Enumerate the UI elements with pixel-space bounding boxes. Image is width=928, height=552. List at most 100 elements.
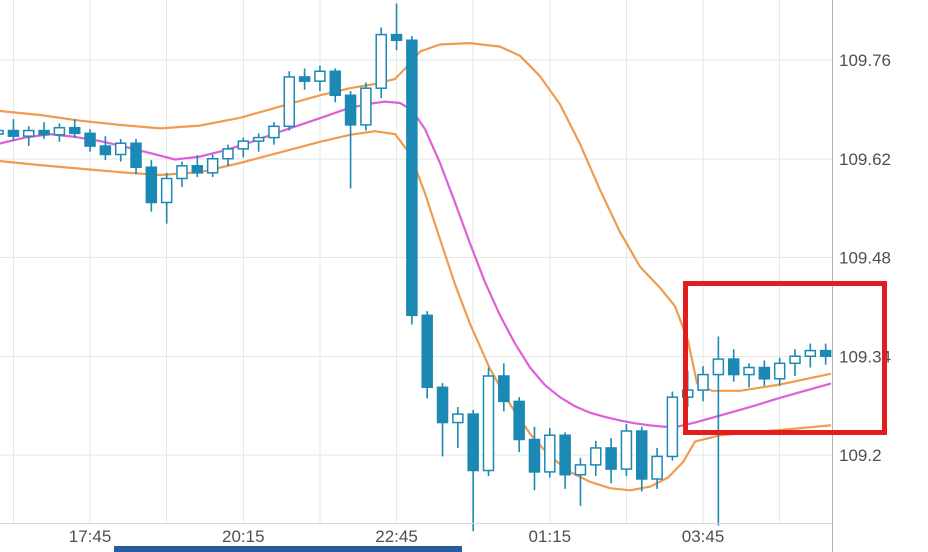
background-window-edge[interactable] — [114, 546, 462, 552]
candle-layer — [0, 3, 832, 532]
candle[interactable] — [222, 144, 234, 166]
candle[interactable] — [773, 357, 786, 386]
candle[interactable] — [53, 123, 66, 142]
candle[interactable] — [176, 161, 188, 187]
candle-body-down — [84, 132, 96, 147]
candle[interactable] — [513, 397, 525, 453]
candle[interactable] — [482, 367, 495, 477]
candle[interactable] — [789, 349, 801, 376]
candle-body-up — [53, 126, 66, 136]
candle[interactable] — [528, 426, 541, 491]
candle[interactable] — [191, 155, 204, 178]
y-axis-label: 109.34 — [839, 347, 891, 366]
candle[interactable] — [390, 3, 403, 51]
candle[interactable] — [160, 172, 173, 224]
candle[interactable] — [436, 383, 449, 457]
candle[interactable] — [636, 426, 648, 492]
candle[interactable] — [421, 311, 433, 399]
candle-body-up — [176, 165, 188, 180]
candle[interactable] — [329, 68, 341, 103]
y-axis-label: 109.62 — [839, 150, 891, 169]
candle[interactable] — [114, 139, 127, 162]
candle[interactable] — [99, 136, 112, 161]
candle[interactable] — [23, 126, 35, 147]
candle[interactable] — [804, 343, 817, 368]
candle[interactable] — [651, 447, 663, 489]
candle[interactable] — [743, 363, 755, 388]
candle[interactable] — [237, 137, 250, 158]
candle-body-down — [191, 165, 204, 174]
candle[interactable] — [452, 407, 464, 448]
candle-body-down — [559, 434, 571, 476]
candle[interactable] — [298, 68, 311, 90]
candle-body-up — [237, 140, 250, 150]
candle[interactable] — [819, 343, 832, 365]
candle[interactable] — [727, 349, 740, 382]
candle-body-up — [590, 447, 602, 466]
candle-body-down — [390, 33, 403, 42]
candle[interactable] — [697, 366, 709, 402]
candle-body-down — [130, 142, 142, 168]
candle-body-up — [222, 148, 234, 160]
candle-body-up — [743, 366, 755, 376]
candle-body-up — [314, 70, 326, 82]
candle[interactable] — [344, 91, 357, 189]
candle-body-up — [574, 464, 587, 476]
candle[interactable] — [544, 428, 556, 478]
candle-body-up — [283, 76, 296, 128]
candle[interactable] — [375, 27, 387, 99]
candle-body-down — [344, 94, 357, 126]
y-axis-label: 109.2 — [839, 446, 882, 465]
candle[interactable] — [360, 82, 372, 131]
candle[interactable] — [758, 360, 771, 386]
candle-body-up — [804, 349, 817, 358]
candle-body-down — [7, 129, 20, 137]
candle[interactable] — [574, 457, 587, 506]
candle[interactable] — [68, 119, 81, 138]
candle-body-up — [773, 362, 786, 380]
candle-body-down — [421, 314, 433, 389]
candle-body-up — [268, 125, 280, 139]
candle[interactable] — [666, 391, 679, 461]
candle-body-down — [819, 349, 832, 358]
candle[interactable] — [252, 133, 265, 152]
candle[interactable] — [406, 36, 418, 325]
y-axis-label: 109.76 — [839, 51, 891, 70]
candle[interactable] — [7, 119, 20, 141]
candle[interactable] — [268, 122, 280, 145]
candle[interactable] — [620, 423, 633, 477]
candle[interactable] — [283, 71, 296, 131]
x-axis-label: 20:15 — [222, 527, 265, 546]
candle-body-down — [498, 375, 510, 403]
candle-body-down — [636, 430, 648, 480]
candle-body-up — [789, 355, 801, 365]
candle[interactable] — [145, 160, 158, 212]
candle-body-down — [528, 438, 541, 473]
candle-body-up — [544, 434, 556, 473]
candle[interactable] — [314, 65, 326, 92]
candle-body-up — [712, 358, 725, 376]
candle[interactable] — [590, 440, 602, 477]
candle[interactable] — [559, 432, 571, 489]
candle-body-down — [436, 386, 449, 424]
candle-body-up — [0, 129, 4, 135]
candle[interactable] — [84, 129, 96, 152]
candle[interactable] — [467, 409, 479, 532]
candle-body-down — [298, 76, 311, 82]
candle[interactable] — [498, 363, 510, 412]
candle-body-down — [145, 166, 158, 204]
candle[interactable] — [0, 123, 4, 144]
candle-body-up — [482, 375, 495, 472]
candle[interactable] — [130, 139, 142, 175]
candle-body-up — [23, 129, 35, 137]
candle-body-down — [467, 413, 479, 472]
candle-body-up — [360, 87, 372, 126]
candle[interactable] — [206, 154, 219, 178]
candle[interactable] — [605, 438, 617, 484]
x-axis-label: 01:15 — [529, 527, 572, 546]
candle-body-up — [160, 177, 173, 204]
candle-body-down — [68, 126, 81, 135]
candle[interactable] — [38, 122, 50, 139]
